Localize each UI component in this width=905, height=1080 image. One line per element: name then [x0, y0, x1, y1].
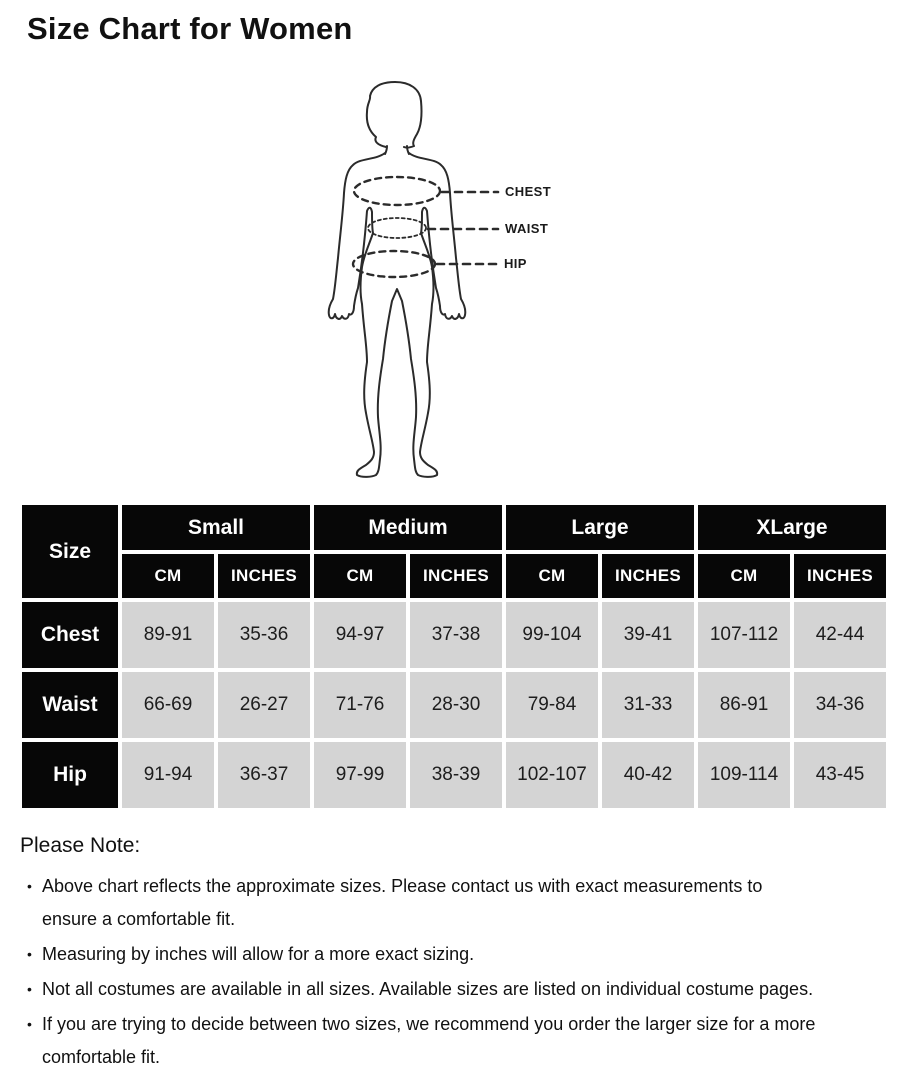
table-cell: 34-36 [794, 672, 886, 738]
notes-list: Above chart reflects the approximate siz… [20, 870, 882, 1074]
row-header-waist: Waist [22, 672, 118, 738]
table-cell: 35-36 [218, 602, 310, 668]
table-cell: 94-97 [314, 602, 406, 668]
note-item: Above chart reflects the approximate siz… [20, 870, 882, 936]
hip-measure-ellipse [351, 249, 437, 279]
body-measurement-diagram: CHEST WAIST HIP [300, 78, 640, 483]
note-item: Not all costumes are available in all si… [20, 973, 882, 1006]
table-cell: 43-45 [794, 742, 886, 808]
table-cell: 37-38 [410, 602, 502, 668]
unit-header-cm: CM [506, 554, 598, 598]
group-header-large: Large [506, 505, 694, 550]
group-header-xlarge: XLarge [698, 505, 886, 550]
group-header-small: Small [122, 505, 310, 550]
unit-header-inches: INCHES [602, 554, 694, 598]
table-cell: 39-41 [602, 602, 694, 668]
row-header-chest: Chest [22, 602, 118, 668]
table-row-waist: Waist 66-69 26-27 71-76 28-30 79-84 31-3… [22, 672, 886, 738]
chest-label: CHEST [505, 184, 552, 199]
unit-header-inches: INCHES [410, 554, 502, 598]
table-cell: 38-39 [410, 742, 502, 808]
table-cell: 31-33 [602, 672, 694, 738]
table-cell: 26-27 [218, 672, 310, 738]
table-cell: 66-69 [122, 672, 214, 738]
table-row-hip: Hip 91-94 36-37 97-99 38-39 102-107 40-4… [22, 742, 886, 808]
table-cell: 28-30 [410, 672, 502, 738]
table-cell: 71-76 [314, 672, 406, 738]
unit-header-inches: INCHES [218, 554, 310, 598]
notes-section: Please Note: Above chart reflects the ap… [20, 834, 888, 1076]
table-cell: 97-99 [314, 742, 406, 808]
table-cell: 99-104 [506, 602, 598, 668]
notes-heading: Please Note: [20, 834, 141, 857]
size-chart-table: Size Small Medium Large XLarge CM INCHES… [18, 501, 890, 812]
waist-measure-ellipse [367, 217, 427, 239]
note-item: If you are trying to decide between two … [20, 1008, 882, 1074]
waist-label: WAIST [505, 221, 549, 236]
table-cell: 42-44 [794, 602, 886, 668]
unit-header-inches: INCHES [794, 554, 886, 598]
table-cell: 79-84 [506, 672, 598, 738]
unit-header-cm: CM [698, 554, 790, 598]
table-cell: 102-107 [506, 742, 598, 808]
table-cell: 107-112 [698, 602, 790, 668]
chest-measure-ellipse [352, 175, 442, 207]
unit-header-cm: CM [122, 554, 214, 598]
female-body-outline-icon [327, 81, 500, 478]
hip-label: HIP [504, 256, 527, 271]
table-cell: 86-91 [698, 672, 790, 738]
table-cell: 109-114 [698, 742, 790, 808]
unit-header-cm: CM [314, 554, 406, 598]
row-header-hip: Hip [22, 742, 118, 808]
table-cell: 91-94 [122, 742, 214, 808]
table-row-chest: Chest 89-91 35-36 94-97 37-38 99-104 39-… [22, 602, 886, 668]
table-cell: 36-37 [218, 742, 310, 808]
group-header-medium: Medium [314, 505, 502, 550]
size-corner-header: Size [22, 505, 118, 598]
table-cell: 89-91 [122, 602, 214, 668]
note-item: Measuring by inches will allow for a mor… [20, 938, 882, 971]
page-title: Size Chart for Women [27, 11, 353, 46]
table-cell: 40-42 [602, 742, 694, 808]
